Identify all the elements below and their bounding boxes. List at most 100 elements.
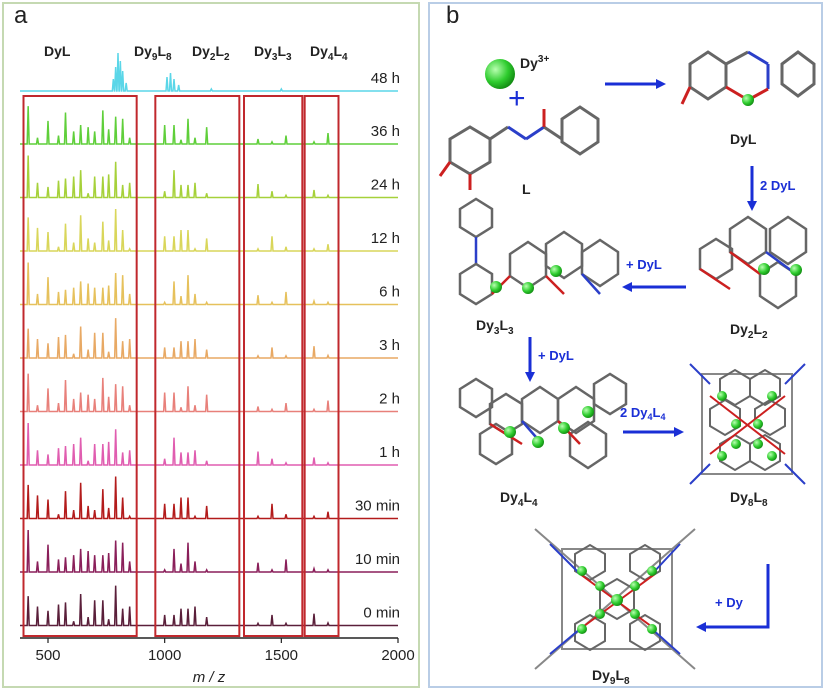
dy2l2-label: Dy2L2 (730, 321, 768, 341)
region-box-1 (22, 95, 138, 637)
dy9l8-dy-atom-4 (647, 624, 657, 634)
x-tick-label: 2000 (381, 647, 414, 664)
dy8l8-structure (689, 363, 806, 485)
dy9l8-label: Dy9L8 (592, 667, 630, 686)
dy3l3-dy-atom-3 (550, 265, 562, 277)
time-label: 30 min (355, 498, 400, 515)
dy8l8-dy-atom-2 (767, 391, 777, 401)
dy2l2-dy-atom-2 (790, 264, 802, 276)
dy9l8-dy-atom-6 (595, 581, 605, 591)
header-label-dy4l4: Dy4L4 (310, 43, 348, 63)
trace-30-min: 30 min (20, 476, 400, 520)
time-label: 2 h (379, 391, 400, 408)
arrow-label-2dyl: 2 DyL (760, 178, 795, 193)
arrow-label-dy: + Dy (715, 595, 744, 610)
ligand-structure (438, 105, 600, 190)
trace-48-h: 48 h (20, 52, 400, 92)
dy4l4-structure (458, 372, 628, 470)
dy8l8-dy-atom-1 (717, 391, 727, 401)
dy9l8-dy-atom-center (611, 594, 623, 606)
arrow-label-dyl-1: + DyL (626, 257, 662, 272)
panel-b-assembly-scheme: b Dy3+ + L (428, 2, 823, 688)
mass-spectra-chart: DyL Dy9L8 Dy2L2 Dy3L3 Dy4L4 48 h 36 h 24 h 12 h 6… (20, 43, 415, 686)
region-box-2 (154, 95, 241, 637)
dy9l8-dy-atom-2 (647, 566, 657, 576)
region-box-4 (303, 95, 340, 637)
region-box-3 (243, 95, 304, 637)
dyl-label: DyL (730, 131, 757, 147)
dyl-dy-atom (742, 94, 754, 106)
dy3l3-label: Dy3L3 (476, 317, 514, 337)
time-label: 6 h (379, 284, 400, 301)
trace-line (20, 208, 398, 252)
x-tick-label: 1500 (265, 647, 298, 664)
dy4l4-dy-atom-1 (504, 426, 516, 438)
trace-line (20, 106, 398, 145)
dy4l4-label: Dy4L4 (500, 489, 538, 509)
trace-2-h: 2 h (20, 373, 400, 413)
time-label: 24 h (371, 177, 400, 194)
dy8l8-dy-atom-6 (753, 419, 763, 429)
trace-line (20, 155, 398, 199)
trace-line (20, 585, 398, 627)
header-label-dyl: DyL (44, 43, 71, 59)
dy8l8-dy-atom-4 (767, 451, 777, 461)
dy8l8-dy-atom-3 (717, 451, 727, 461)
plus-sign: + (508, 82, 526, 115)
dy2l2-structure (698, 215, 808, 310)
dy-ion-label: Dy3+ (520, 54, 549, 71)
trace-24-h: 24 h (20, 155, 400, 199)
assembly-scheme-diagram: Dy3+ + L DyL (438, 50, 816, 686)
dy4l4-dy-atom-3 (558, 422, 570, 434)
dy8l8-dy-atom-5 (731, 419, 741, 429)
trace-line (20, 422, 398, 466)
trace-6-h: 6 h (20, 262, 400, 306)
dy8l8-label: Dy8L8 (730, 489, 768, 509)
time-label: 12 h (371, 230, 400, 247)
trace-12-h: 12 h (20, 208, 400, 252)
trace-line (20, 262, 398, 306)
dy4l4-dy-atom-4 (582, 406, 594, 418)
dy3l3-dy-atom-1 (490, 281, 502, 293)
header-label-dy2l2: Dy2L2 (192, 43, 230, 63)
panel-b-label: b (446, 2, 460, 29)
trace-line (20, 52, 398, 92)
ligand-label: L (522, 181, 531, 197)
time-label: 0 min (363, 605, 400, 622)
trace-line (20, 373, 398, 413)
dy9l8-dy-atom-9 (630, 609, 640, 619)
trace-36-h: 36 h (20, 106, 400, 145)
dy9l8-dy-atom-3 (577, 624, 587, 634)
dy4l4-dy-atom-2 (532, 436, 544, 448)
time-label: 1 h (379, 444, 400, 461)
dy-ion-sphere (485, 59, 515, 89)
dy3l3-structure (458, 197, 620, 306)
time-label: 3 h (379, 337, 400, 354)
panel-a-mass-spectra: a DyL Dy9L8 Dy2L2 Dy3L3 Dy4L4 48 h 36 h 24 h 12 … (2, 2, 420, 688)
x-tick-label: 1000 (148, 647, 181, 664)
time-label: 36 h (371, 123, 400, 140)
trace-10-min: 10 min (20, 529, 400, 573)
time-label: 48 h (371, 70, 400, 87)
panel-a-label: a (14, 2, 28, 29)
trace-0-min: 0 min (20, 585, 400, 627)
trace-line (20, 476, 398, 520)
trace-3-h: 3 h (20, 318, 400, 359)
arrow-label-2dy4l4: 2 Dy4L4 (620, 405, 665, 422)
dy8l8-dy-atom-8 (753, 439, 763, 449)
time-label: 10 min (355, 551, 400, 568)
x-tick-label: 500 (35, 647, 60, 664)
header-label-dy9l8: Dy9L8 (134, 43, 172, 63)
dy2l2-dy-atom-1 (758, 263, 770, 275)
dy8l8-dy-atom-7 (731, 439, 741, 449)
x-axis-label: m / z (193, 669, 226, 686)
dy9l8-dy-atom-1 (577, 566, 587, 576)
dy3l3-dy-atom-2 (522, 282, 534, 294)
trace-line (20, 529, 398, 573)
trace-line (20, 318, 398, 359)
dy9l8-dy-atom-7 (630, 581, 640, 591)
dy9l8-dy-atom-8 (595, 609, 605, 619)
arrow-label-dyl-2: + DyL (538, 348, 574, 363)
arrow-to-dy9l8 (696, 564, 770, 632)
header-label-dy3l3: Dy3L3 (254, 43, 292, 63)
